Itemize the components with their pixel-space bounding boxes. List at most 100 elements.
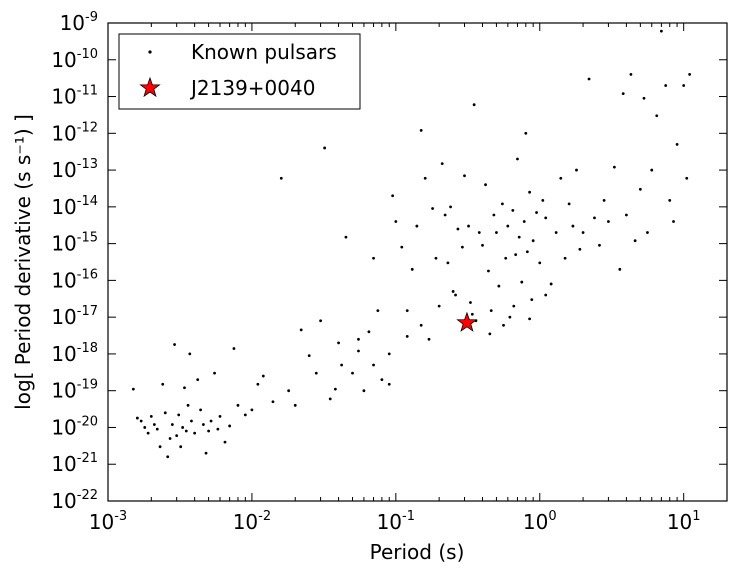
pulsar-point — [204, 451, 208, 455]
pulsar-point — [528, 190, 531, 194]
pulsar-point — [135, 416, 139, 420]
pulsar-point — [618, 267, 622, 271]
pulsar-point — [419, 129, 423, 132]
pulsar-point — [675, 142, 679, 146]
pulsar-point — [168, 437, 172, 440]
pulsar-point — [184, 429, 188, 433]
pulsar-point — [243, 413, 247, 417]
x-tick-label: 10-3 — [89, 509, 127, 534]
pulsar-point — [602, 198, 606, 202]
legend-marker-known-pulsars — [148, 50, 152, 54]
pulsar-point — [405, 334, 409, 338]
x-tick-label: 10-2 — [233, 509, 271, 534]
y-tick-label: 10-21 — [51, 451, 98, 476]
pulsar-point — [186, 403, 190, 407]
pulsar-point — [419, 323, 423, 327]
x-tick-labels: 10-3 10-2 10-1 100 101 — [89, 509, 701, 534]
pulsar-point — [183, 386, 186, 390]
pulsar-point — [161, 382, 165, 386]
pulsar-point — [367, 330, 371, 334]
pulsar-point — [672, 220, 675, 223]
pulsar-point — [524, 131, 528, 135]
pulsar-point — [549, 282, 553, 286]
pulsar-point — [587, 77, 591, 81]
pulsar-point — [492, 213, 496, 217]
pulsar-point — [139, 419, 143, 423]
pulsar-point — [236, 403, 240, 407]
pulsar-point — [497, 284, 501, 288]
pulsar-point — [391, 194, 395, 198]
y-tick-label: 10-14 — [51, 194, 98, 219]
pulsar-point — [188, 352, 192, 356]
pulsar-point — [340, 363, 344, 367]
pulsar-point — [173, 343, 176, 346]
pulsar-point — [314, 371, 318, 375]
pulsar-point — [544, 216, 548, 220]
pulsar-point — [646, 231, 649, 234]
pulsar-point — [508, 315, 512, 319]
pulsar-point — [319, 319, 322, 323]
pulsar-point — [481, 243, 484, 247]
pulsar-point — [149, 414, 153, 418]
pulsar-point — [170, 423, 174, 426]
pulsar-point — [387, 352, 391, 356]
pulsar-point — [514, 253, 518, 257]
pulsar-point — [387, 382, 391, 386]
pulsar-point — [163, 411, 167, 415]
pulsar-point — [179, 445, 183, 449]
pulsar-point — [232, 347, 236, 350]
pulsar-point — [516, 157, 519, 161]
pulsar-point — [440, 162, 444, 166]
axis-ticks — [107, 22, 728, 502]
pulsar-point — [451, 290, 455, 293]
pulsar-point — [213, 371, 216, 375]
pulsar-point — [333, 387, 337, 391]
j2139-star-marker — [456, 311, 478, 332]
pulsar-point — [362, 389, 366, 393]
pulsar-point — [372, 256, 375, 260]
pulsar-point — [323, 146, 327, 150]
plot-frame — [107, 22, 728, 502]
pulsar-point — [287, 389, 291, 393]
pulsar-point — [511, 209, 515, 212]
pulsar-point — [261, 374, 265, 378]
pulsar-point — [488, 332, 492, 336]
legend-box — [118, 33, 361, 110]
pulsar-point — [567, 202, 571, 206]
pulsar-point — [467, 224, 470, 228]
pulsar-point — [201, 423, 205, 426]
pulsar-point — [522, 220, 526, 223]
highlighted-pulsar-layer — [456, 311, 478, 332]
pulsar-point — [372, 363, 375, 367]
pulsar-point — [155, 427, 159, 431]
y-axis-title: log[ Period derivative (s s⁻¹) ] — [11, 114, 35, 410]
y-tick-labels: 10-22 10-21 10-20 10-19 10-18 10-17 10-16 10-15… — [51, 10, 98, 513]
pulsar-point — [449, 205, 452, 209]
pulsar-point — [460, 245, 464, 249]
pulsar-point — [530, 298, 534, 302]
pulsar-point — [477, 231, 481, 234]
pulsar-point — [209, 419, 213, 423]
pulsar-point — [502, 323, 505, 327]
pulsar-point — [271, 400, 275, 404]
pulsar-point — [607, 220, 610, 223]
pulsar-point — [431, 207, 434, 210]
pulsar-point — [659, 29, 663, 33]
pulsar-point — [299, 328, 303, 332]
pulsar-point — [563, 256, 567, 260]
y-tick-label: 10-10 — [51, 47, 98, 72]
x-tick-label: 100 — [523, 509, 557, 534]
pulsar-point — [559, 176, 563, 180]
pulsar-point — [415, 224, 419, 228]
pulsar-point — [578, 247, 582, 251]
pulsar-point — [575, 168, 578, 172]
pulsar-point — [446, 261, 450, 265]
pulsar-point — [487, 269, 490, 273]
pulsar-point — [193, 431, 197, 435]
pulsar-point — [152, 423, 156, 426]
pulsar-point — [166, 455, 170, 459]
pulsar-point — [685, 176, 689, 180]
pulsar-point — [454, 293, 457, 297]
pulsar-point — [581, 231, 585, 234]
